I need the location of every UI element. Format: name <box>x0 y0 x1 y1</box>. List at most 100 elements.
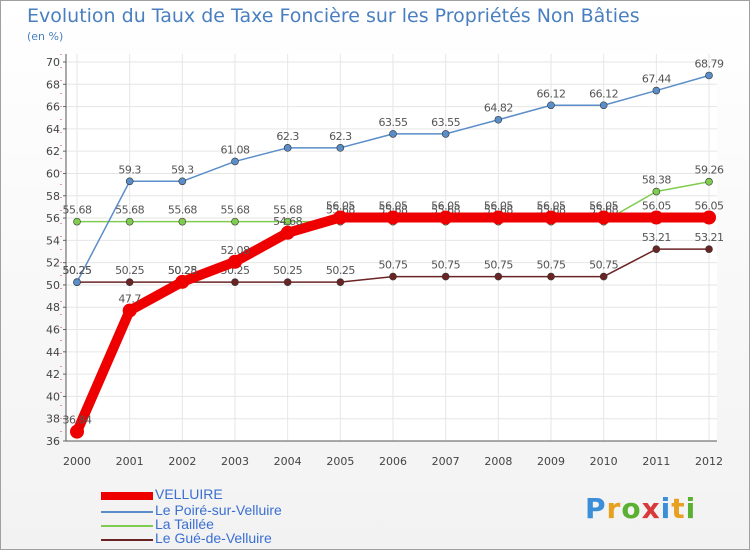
data-point <box>494 272 503 281</box>
data-point <box>705 71 713 80</box>
x-tick-label: 2010 <box>590 455 618 468</box>
logo-letter: r <box>606 492 622 525</box>
data-point <box>389 130 397 138</box>
x-tick-label: 2003 <box>221 455 249 468</box>
data-label: 63.55 <box>379 116 408 129</box>
data-point <box>231 278 239 286</box>
data-label: 59.26 <box>695 164 724 177</box>
data-label: 50.25 <box>326 264 355 277</box>
x-tick-label: 2007 <box>432 455 460 468</box>
data-label: 56.05 <box>326 200 355 213</box>
logo-letter: P <box>585 492 607 525</box>
logo-letter: o <box>621 492 642 525</box>
data-label: 59.3 <box>118 163 141 176</box>
data-label: 52.08 <box>221 244 250 257</box>
data-label: 56.05 <box>431 200 460 213</box>
data-point <box>283 217 292 226</box>
data-label: 50.75 <box>484 259 513 272</box>
y-tick-label: 46 <box>46 324 60 337</box>
plot-area <box>66 54 717 441</box>
x-tick-label: 2011 <box>642 455 670 468</box>
data-label: 53.21 <box>642 231 671 244</box>
y-tick-label: 54 <box>46 234 60 247</box>
data-label: 55.68 <box>168 204 197 217</box>
x-tick-label: 2000 <box>63 455 91 468</box>
data-point <box>652 86 661 95</box>
data-label: 54.68 <box>273 215 302 228</box>
logo-letter: i <box>685 492 697 525</box>
legend-label-la-taillee: La Taillée <box>155 516 214 532</box>
y-tick-label: 58 <box>46 190 60 203</box>
data-label: 68.79 <box>695 57 724 70</box>
data-label: 55.68 <box>273 204 302 217</box>
data-point <box>599 272 608 281</box>
data-point <box>231 157 239 166</box>
data-label: 62.3 <box>329 130 352 143</box>
data-label: 50.75 <box>379 259 408 272</box>
x-tick-label: 2009 <box>537 455 565 468</box>
data-label: 61.08 <box>221 143 250 156</box>
data-point <box>386 210 400 225</box>
logo-letter: t <box>671 492 686 525</box>
data-label: 58.38 <box>642 174 671 187</box>
data-point <box>73 217 81 226</box>
data-point <box>441 130 450 138</box>
y-tick-label: 40 <box>46 390 60 403</box>
data-label: 64.82 <box>484 102 513 115</box>
x-tick-label: 2002 <box>168 455 196 468</box>
y-tick-label: 66 <box>46 101 60 114</box>
data-point <box>283 278 292 286</box>
data-point <box>283 144 292 152</box>
data-label: 55.68 <box>221 204 250 217</box>
data-point <box>125 278 134 286</box>
x-tick-label: 2006 <box>379 455 407 468</box>
data-point <box>652 245 661 253</box>
data-point <box>70 424 84 439</box>
data-point <box>228 254 242 269</box>
data-label: 59.3 <box>171 163 194 176</box>
data-label: 50.28 <box>168 264 197 277</box>
proxiti-logo: Proxiti <box>585 492 696 525</box>
data-label: 56.05 <box>484 200 513 213</box>
y-tick-label: 36 <box>46 435 60 448</box>
legend-swatch-le-poire-sur-velluire <box>101 511 153 513</box>
data-point <box>280 225 295 240</box>
data-label: 50.75 <box>431 259 460 272</box>
data-point <box>389 272 397 281</box>
y-tick-label: 44 <box>46 346 60 359</box>
y-tick-label: 42 <box>46 368 60 381</box>
data-point <box>336 278 345 286</box>
data-point <box>705 245 713 253</box>
data-point <box>125 217 134 226</box>
y-tick-label: 38 <box>46 413 60 426</box>
data-point <box>491 210 506 225</box>
x-tick-label: 2008 <box>484 455 512 468</box>
y-tick-label: 70 <box>46 56 60 69</box>
data-point <box>333 210 348 225</box>
data-point <box>649 210 664 225</box>
data-point <box>599 101 608 110</box>
data-label: 56.05 <box>642 200 671 213</box>
data-point <box>441 272 450 281</box>
data-label: 53.21 <box>695 231 724 244</box>
data-label: 67.44 <box>642 73 671 86</box>
logo-letter: i <box>660 492 672 525</box>
data-label: 55.68 <box>63 204 92 217</box>
y-tick-label: 48 <box>46 301 60 314</box>
data-label: 50.75 <box>589 259 618 272</box>
y-tick-label: 60 <box>46 167 60 180</box>
data-label: 56.05 <box>537 200 566 213</box>
x-tick-label: 2001 <box>116 455 144 468</box>
data-point <box>73 278 81 286</box>
x-tick-label: 2005 <box>326 455 354 468</box>
data-point <box>547 272 555 281</box>
legend-swatch-le-gue-de-velluire <box>101 539 153 541</box>
data-label: 56.05 <box>589 200 618 213</box>
x-tick-label: 2012 <box>695 455 723 468</box>
y-tick-label: 64 <box>46 123 60 136</box>
y-tick-label: 56 <box>46 212 60 225</box>
data-label: 55.68 <box>115 204 144 217</box>
x-tick-label: 2004 <box>274 455 302 468</box>
